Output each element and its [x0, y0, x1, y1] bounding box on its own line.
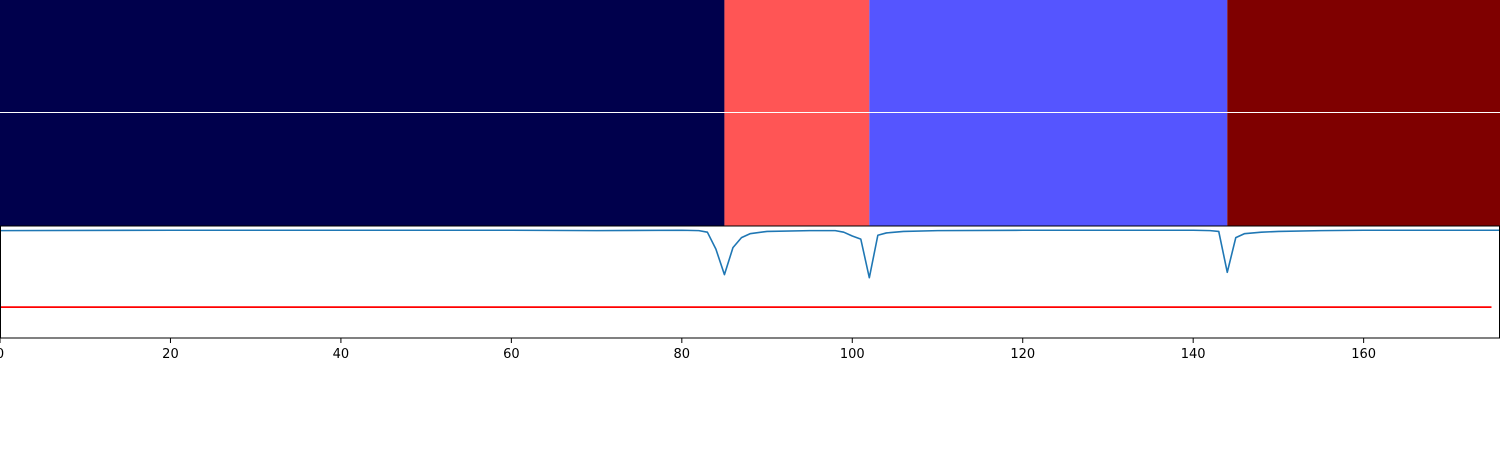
segment-strip-bottom: [0, 113, 1500, 226]
plot-frame: [0, 225, 1500, 339]
x-tick-label-120: 120: [1010, 347, 1035, 362]
x-tick-label-100: 100: [840, 347, 865, 362]
series-signal-line: [0, 229, 1500, 279]
x-tick-label-40: 40: [333, 347, 350, 362]
x-axis: 0 20 40 60 80 100 120 140 160: [0, 338, 1376, 362]
x-tick-label-0: 0: [0, 347, 4, 362]
segment-strip-bottom-segment-2: [724, 113, 870, 226]
segment-strip-top-segment-1: [0, 0, 725, 113]
line-plot: 0 20 40 60 80 100 120 140 160: [0, 225, 1500, 362]
x-tick-label-140: 140: [1181, 347, 1206, 362]
segment-strip-top-segment-2: [724, 0, 870, 113]
x-tick-label-20: 20: [162, 347, 179, 362]
segment-strip-top-segment-4: [1227, 0, 1500, 113]
segment-strip-top: [0, 0, 1500, 113]
series-layer: [0, 229, 1500, 309]
x-tick-label-80: 80: [674, 347, 691, 362]
x-tick-label-160: 160: [1351, 347, 1376, 362]
segment-strip-bottom-segment-4: [1227, 113, 1500, 226]
segment-strip-bottom-segment-3: [869, 113, 1228, 226]
segment-strip-bottom-segment-1: [0, 113, 725, 226]
x-tick-label-60: 60: [503, 347, 520, 362]
segment-strip-top-segment-3: [869, 0, 1228, 113]
